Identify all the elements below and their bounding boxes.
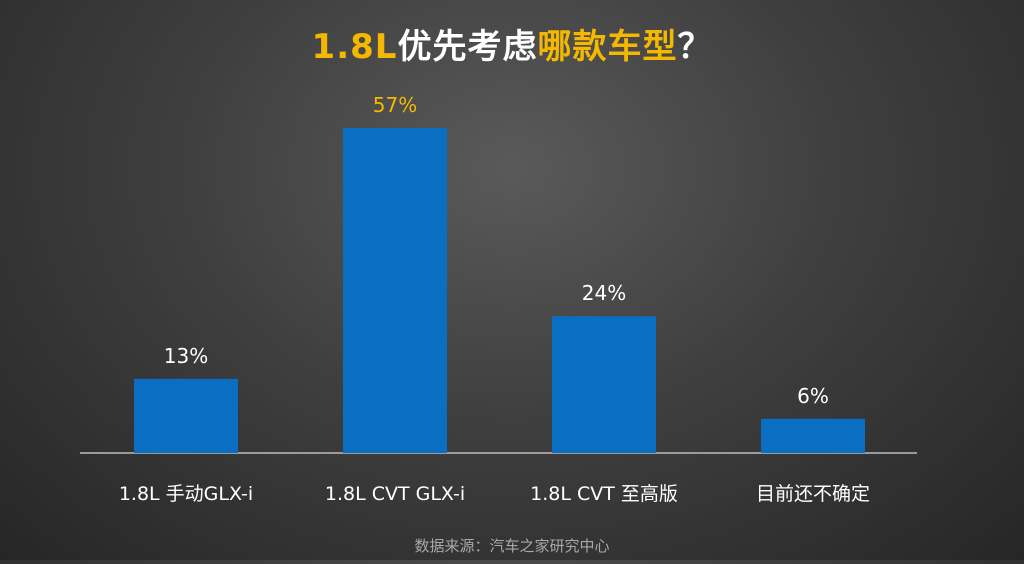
bar-1 (134, 378, 238, 453)
title-text-1: 优先考虑 (397, 27, 538, 67)
title-question-mark: ？ (677, 27, 713, 67)
data-label-4: 6% (797, 384, 829, 408)
title-highlight-1: 1.8L (311, 27, 398, 67)
category-label-2: 1.8L CVT GLX-i (325, 483, 465, 505)
category-label-4: 目前还不确定 (756, 483, 870, 505)
bar-3 (552, 316, 656, 453)
data-source: 数据来源：汽车之家研究中心 (414, 537, 610, 555)
category-label-1: 1.8L 手动GLX-i (119, 483, 253, 505)
data-label-1: 13% (164, 344, 208, 368)
category-label-3: 1.8L CVT 至高版 (530, 483, 678, 505)
data-label-3: 24% (582, 281, 626, 305)
title-highlight-2: 哪款车型 (537, 27, 678, 67)
bar-2 (343, 128, 447, 453)
bar-4 (761, 418, 865, 453)
data-label-2: 57% (373, 93, 417, 117)
chart-title: 1.8L优先考虑哪款车型？ (0, 22, 1024, 72)
